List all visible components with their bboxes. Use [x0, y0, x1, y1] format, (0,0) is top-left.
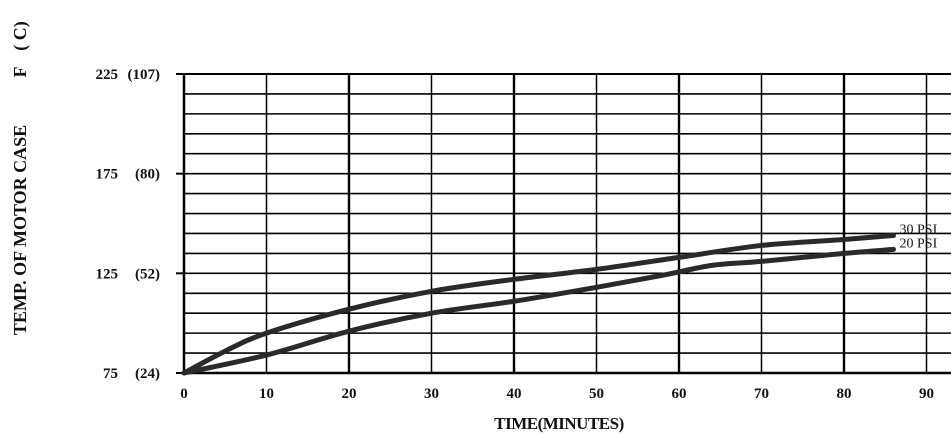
x-tick-label: 40: [507, 386, 522, 402]
x-tick-label: 50: [589, 386, 604, 402]
y-tick-label-c: (80): [135, 167, 160, 183]
x-axis-label: TIME(MINUTES): [494, 414, 624, 433]
y-axis-unit-c: ( C): [10, 21, 31, 51]
x-tick-label: 20: [342, 386, 357, 402]
x-tick-label: 70: [754, 386, 769, 402]
x-tick-label: 10: [259, 386, 274, 402]
x-tick-label: 0: [180, 386, 188, 402]
y-tick-label-f: 225: [96, 67, 119, 83]
plot-grid: [182, 73, 951, 375]
series-lines: [181, 232, 896, 376]
y-tick-label-c: (107): [128, 67, 161, 83]
y-axis-label: TEMP. OF MOTOR CASE: [10, 125, 30, 335]
y-tick-label-f: 75: [103, 366, 118, 382]
y-tick-label-c: (52): [135, 266, 160, 282]
x-tick-label: 30: [424, 386, 439, 402]
x-tick-label: 60: [672, 386, 687, 402]
y-tick-label-f: 125: [96, 266, 119, 282]
series-label: 30 PSI: [900, 222, 938, 237]
series-line-20-psi: [181, 246, 896, 376]
x-tick-label: 80: [837, 386, 852, 402]
y-axis-unit-f: F: [10, 67, 30, 78]
series-label: 20 PSI: [900, 236, 938, 251]
x-axis-ticks: 0 10 20 30 40 50 60 70 80 90: [180, 386, 934, 402]
series-line-30-psi: [181, 232, 896, 376]
y-tick-label-c: (24): [135, 366, 160, 382]
x-tick-label: 90: [919, 386, 934, 402]
y-axis-ticks: 225 (107) 175 (80) 125 (52) 75 (24): [96, 67, 184, 382]
y-tick-label-f: 175: [96, 167, 119, 183]
